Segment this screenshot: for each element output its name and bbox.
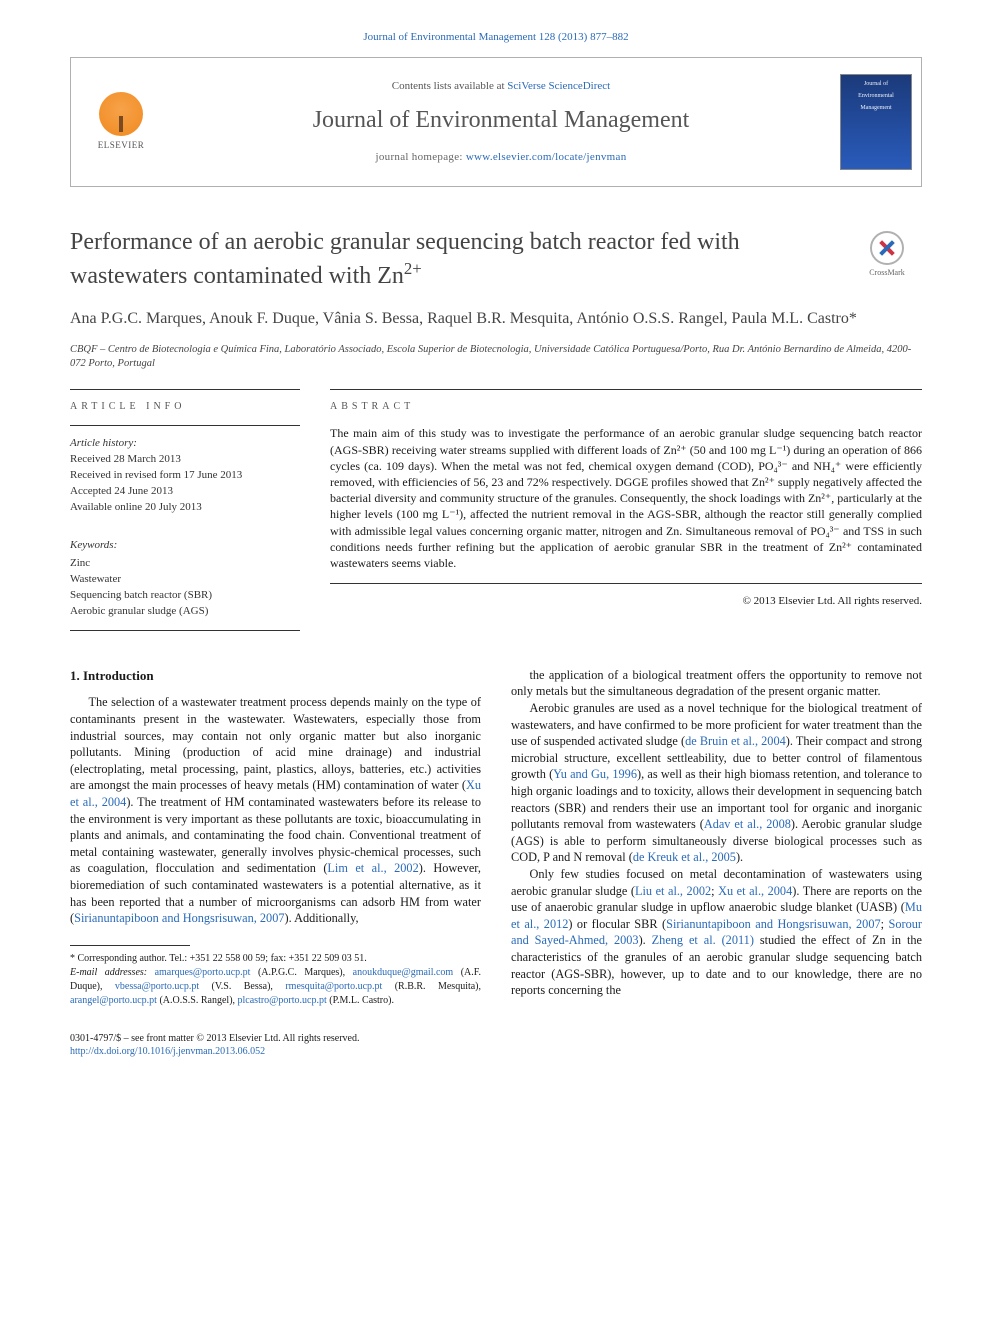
email-link[interactable]: anoukduque@gmail.com — [345, 967, 453, 978]
citation-link[interactable]: Sirianuntapiboon and Hongsrisuwan, 2007 — [666, 917, 881, 931]
footnote-rule — [70, 945, 190, 946]
email-link[interactable]: amarques@porto.ucp.pt — [155, 967, 251, 978]
body-col-left: 1. Introduction The selection of a waste… — [70, 667, 481, 1008]
info-bottom-rule — [70, 630, 300, 631]
title-superscript: 2+ — [404, 259, 422, 278]
citation-link[interactable]: Liu et al., 2002 — [635, 884, 711, 898]
history-label: Article history: — [70, 436, 300, 452]
citation-link[interactable]: Yu and Gu, 1996 — [553, 767, 637, 781]
keyword-item: Zinc — [70, 556, 300, 572]
article-info-column: article info Article history: Received 2… — [70, 389, 300, 631]
email-who: (A.P.G.C. Marques), — [250, 967, 345, 978]
homepage-prefix: journal homepage: — [375, 151, 465, 163]
email-who: (V.S. Bessa), — [199, 981, 273, 992]
sciencedirect-link[interactable]: SciVerse ScienceDirect — [507, 80, 610, 92]
crossmark-icon — [870, 231, 904, 265]
emails-label: E-mail addresses: — [70, 967, 147, 978]
contents-prefix: Contents lists available at — [392, 80, 507, 92]
keyword-item: Aerobic granular sludge (AGS) — [70, 604, 300, 620]
history-received: Received 28 March 2013 — [70, 452, 300, 468]
citation-link[interactable]: de Bruin et al., 2004 — [685, 734, 786, 748]
keyword-item: Wastewater — [70, 572, 300, 588]
footer-left: 0301-4797/$ – see front matter © 2013 El… — [70, 1032, 359, 1059]
email-link[interactable]: plcastro@porto.ucp.pt — [235, 995, 327, 1006]
citation-link[interactable]: Sirianuntapiboon and Hongsrisuwan, 2007 — [74, 911, 284, 925]
email-link[interactable]: rmesquita@porto.ucp.pt — [273, 981, 382, 992]
journal-cover-cell: Journal of Environmental Management — [831, 58, 921, 186]
emails-block: E-mail addresses: amarques@porto.ucp.pt … — [70, 966, 481, 1008]
article-history-block: Article history: Received 28 March 2013 … — [70, 425, 300, 619]
elsevier-tree-icon — [99, 92, 143, 136]
citation-link[interactable]: de Kreuk et al., 2005 — [633, 850, 736, 864]
journal-header: ELSEVIER Contents lists available at Sci… — [70, 57, 922, 187]
cover-title-3: Management — [860, 105, 891, 111]
publisher-logo-cell: ELSEVIER — [71, 58, 171, 186]
body-paragraph: Only few studies focused on metal decont… — [511, 866, 922, 999]
journal-homepage-link[interactable]: www.elsevier.com/locate/jenvman — [466, 151, 627, 163]
keyword-item: Sequencing batch reactor (SBR) — [70, 588, 300, 604]
abstract-heading: abstract — [330, 389, 922, 414]
email-who: (P.M.L. Castro). — [327, 995, 394, 1006]
email-who: (R.B.R. Mesquita), — [382, 981, 481, 992]
contents-available-line: Contents lists available at SciVerse Sci… — [392, 79, 610, 94]
cover-title-2: Environmental — [858, 93, 894, 99]
email-link[interactable]: arangel@porto.ucp.pt — [70, 995, 157, 1006]
body-paragraph: Aerobic granules are used as a novel tec… — [511, 700, 922, 866]
affiliation-line: CBQF – Centro de Biotecnologia e Química… — [70, 343, 922, 371]
email-who: (A.O.S.S. Rangel), — [157, 995, 235, 1006]
top-citation: Journal of Environmental Management 128 … — [70, 30, 922, 45]
elsevier-logo[interactable]: ELSEVIER — [98, 92, 145, 151]
abstract-copyright: © 2013 Elsevier Ltd. All rights reserved… — [330, 594, 922, 609]
journal-name: Journal of Environmental Management — [313, 104, 690, 136]
citation-link[interactable]: Zheng et al. (2011) — [652, 933, 754, 947]
title-row: Performance of an aerobic granular seque… — [70, 227, 922, 292]
keywords-label: Keywords: — [70, 538, 300, 554]
abstract-column: abstract The main aim of this study was … — [330, 389, 922, 631]
history-accepted: Accepted 24 June 2013 — [70, 484, 300, 500]
body-paragraph: the application of a biological treatmen… — [511, 667, 922, 700]
journal-cover-thumb[interactable]: Journal of Environmental Management — [840, 74, 912, 170]
citation-link[interactable]: Lim et al., 2002 — [327, 861, 418, 875]
authors-line: Ana P.G.C. Marques, Anouk F. Duque, Vâni… — [70, 308, 922, 330]
meta-row: article info Article history: Received 2… — [70, 389, 922, 631]
header-center: Contents lists available at SciVerse Sci… — [171, 58, 831, 186]
corresponding-author-line: * Corresponding author. Tel.: +351 22 55… — [70, 952, 481, 966]
citation-link[interactable]: Xu et al., 2004 — [70, 778, 481, 809]
section-number: 1. — [70, 668, 80, 683]
article-title: Performance of an aerobic granular seque… — [70, 227, 832, 292]
cover-title-1: Journal of — [864, 81, 888, 87]
article-info-heading: article info — [70, 389, 300, 414]
crossmark-button[interactable]: CrossMark — [852, 227, 922, 279]
abstract-body: The main aim of this study was to invest… — [330, 425, 922, 584]
crossmark-label: CrossMark — [869, 268, 905, 279]
body-paragraph: The selection of a wastewater treatment … — [70, 694, 481, 926]
section-heading: 1. Introduction — [70, 667, 481, 685]
history-online: Available online 20 July 2013 — [70, 500, 300, 516]
email-link[interactable]: vbessa@porto.ucp.pt — [103, 981, 200, 992]
body-columns: 1. Introduction The selection of a waste… — [70, 667, 922, 1008]
history-revised: Received in revised form 17 June 2013 — [70, 468, 300, 484]
section-title: Introduction — [83, 668, 154, 683]
citation-link[interactable]: Adav et al., 2008 — [704, 817, 791, 831]
citation-link[interactable]: Xu et al., 2004 — [718, 884, 792, 898]
page-footer: 0301-4797/$ – see front matter © 2013 El… — [70, 1032, 922, 1059]
body-col-right: the application of a biological treatmen… — [511, 667, 922, 1008]
issn-line: 0301-4797/$ – see front matter © 2013 El… — [70, 1032, 359, 1046]
footnotes: * Corresponding author. Tel.: +351 22 55… — [70, 952, 481, 1008]
journal-homepage-line: journal homepage: www.elsevier.com/locat… — [375, 150, 626, 165]
doi-link[interactable]: http://dx.doi.org/10.1016/j.jenvman.2013… — [70, 1046, 265, 1057]
elsevier-wordmark: ELSEVIER — [98, 139, 145, 151]
